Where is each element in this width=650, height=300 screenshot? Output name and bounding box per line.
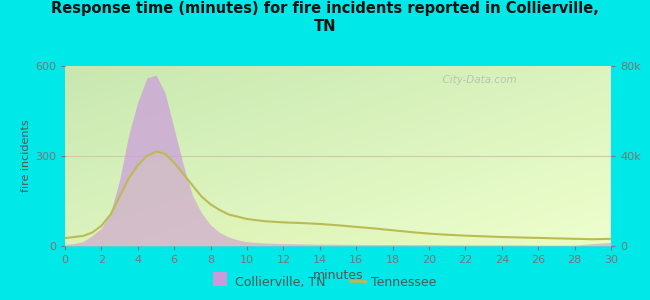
Text: Response time (minutes) for fire incidents reported in Collierville,
TN: Response time (minutes) for fire inciden… <box>51 2 599 34</box>
Y-axis label: fire incidents: fire incidents <box>21 120 31 192</box>
Text: City-Data.com: City-Data.com <box>436 75 517 85</box>
X-axis label: minutes: minutes <box>313 269 363 282</box>
Legend: Collierville, TN, Tennessee: Collierville, TN, Tennessee <box>208 271 442 294</box>
